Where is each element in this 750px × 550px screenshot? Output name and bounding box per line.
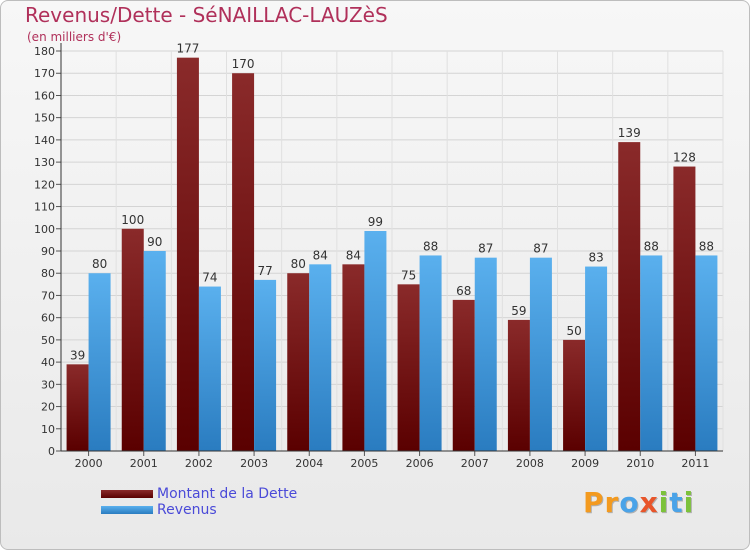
y-tick-label: 10 <box>41 423 55 436</box>
bar-revenus-2007 <box>474 257 497 451</box>
data-label: 84 <box>346 248 361 262</box>
y-tick-label: 140 <box>34 134 55 147</box>
y-tick-label: 130 <box>34 156 55 169</box>
logo-letter: t <box>669 486 684 519</box>
logo-letter: i <box>683 486 695 519</box>
y-tick-label: 0 <box>48 445 55 458</box>
y-tick-label: 90 <box>41 245 55 258</box>
x-tick-label: 2001 <box>130 457 158 470</box>
data-label: 128 <box>673 151 696 165</box>
y-tick-label: 50 <box>41 334 55 347</box>
bar-revenus-2001 <box>143 251 166 451</box>
proxiti-logo: Proxiti <box>583 486 694 519</box>
chart-subtitle: (en milliers d'€) <box>27 30 122 44</box>
legend-swatch-revenus <box>101 506 153 514</box>
bar-revenus-2004 <box>309 264 332 451</box>
x-tick-label: 2002 <box>185 457 213 470</box>
bar-revenus-2003 <box>254 279 277 451</box>
y-tick-label: 100 <box>34 223 55 236</box>
logo-letter: P <box>583 486 605 519</box>
bar-dette-2007 <box>452 299 475 451</box>
data-label: 100 <box>121 213 144 227</box>
bar-dette-2009 <box>563 339 586 451</box>
legend-swatch-dette <box>101 490 153 498</box>
data-label: 87 <box>533 242 548 256</box>
bar-dette-2011 <box>673 166 696 452</box>
data-label: 83 <box>588 251 603 265</box>
bar-revenus-2005 <box>364 231 387 451</box>
x-tick-label: 2010 <box>626 457 654 470</box>
data-label: 88 <box>699 239 714 253</box>
data-label: 77 <box>257 264 272 278</box>
logo-letter: x <box>639 486 659 519</box>
y-tick-label: 60 <box>41 312 55 325</box>
data-label: 50 <box>566 324 581 338</box>
x-tick-label: 2007 <box>461 457 489 470</box>
legend-label-dette: Montant de la Dette <box>157 486 298 502</box>
bar-revenus-2002 <box>198 286 221 451</box>
bar-dette-2004 <box>287 273 310 451</box>
x-tick-label: 2006 <box>406 457 434 470</box>
data-label: 99 <box>368 215 383 229</box>
bar-revenus-2009 <box>585 266 608 451</box>
bar-revenus-2006 <box>419 255 442 451</box>
data-label: 170 <box>232 57 255 71</box>
bar-revenus-2010 <box>640 255 663 451</box>
y-tick-label: 20 <box>41 401 55 414</box>
data-label: 177 <box>176 42 199 56</box>
bar-revenus-2000 <box>88 273 111 451</box>
bar-revenus-2008 <box>529 257 552 451</box>
y-tick-label: 110 <box>34 201 55 214</box>
data-label: 39 <box>70 348 85 362</box>
y-tick-label: 40 <box>41 356 55 369</box>
x-tick-label: 2005 <box>350 457 378 470</box>
x-tick-label: 2009 <box>571 457 599 470</box>
logo-letter: i <box>658 486 670 519</box>
bar-dette-2002 <box>176 57 199 452</box>
y-tick-label: 120 <box>34 178 55 191</box>
x-tick-label: 2008 <box>516 457 544 470</box>
bar-dette-2003 <box>232 73 255 451</box>
bar-dette-2006 <box>397 284 420 451</box>
data-label: 84 <box>313 248 328 262</box>
data-label: 74 <box>202 271 217 285</box>
y-tick-label: 70 <box>41 289 55 302</box>
y-tick-label: 170 <box>34 67 55 80</box>
logo-letter: o <box>619 486 640 519</box>
data-label: 68 <box>456 284 471 298</box>
data-label: 80 <box>291 257 306 271</box>
bar-dette-2008 <box>507 319 530 451</box>
bar-dette-2001 <box>121 228 144 451</box>
bar-dette-2000 <box>66 364 89 451</box>
data-label: 75 <box>401 268 416 282</box>
x-tick-label: 2003 <box>240 457 268 470</box>
data-label: 59 <box>511 304 526 318</box>
data-label: 80 <box>92 257 107 271</box>
y-tick-label: 80 <box>41 267 55 280</box>
bar-dette-2010 <box>618 142 641 451</box>
data-label: 139 <box>618 126 641 140</box>
bar-revenus-2011 <box>695 255 718 451</box>
x-tick-label: 2011 <box>681 457 709 470</box>
y-tick-label: 160 <box>34 89 55 102</box>
data-label: 90 <box>147 235 162 249</box>
bar-dette-2005 <box>342 264 365 451</box>
data-label: 88 <box>644 239 659 253</box>
y-tick-label: 30 <box>41 378 55 391</box>
x-tick-label: 2000 <box>75 457 103 470</box>
y-tick-label: 180 <box>34 45 55 58</box>
y-tick-label: 150 <box>34 112 55 125</box>
x-tick-label: 2004 <box>295 457 323 470</box>
chart-title: Revenus/Dette - SéNAILLAC-LAUZèS <box>25 3 388 27</box>
data-label: 87 <box>478 242 493 256</box>
logo-letter: r <box>604 486 620 519</box>
data-label: 88 <box>423 239 438 253</box>
legend-label-revenus: Revenus <box>157 502 217 518</box>
